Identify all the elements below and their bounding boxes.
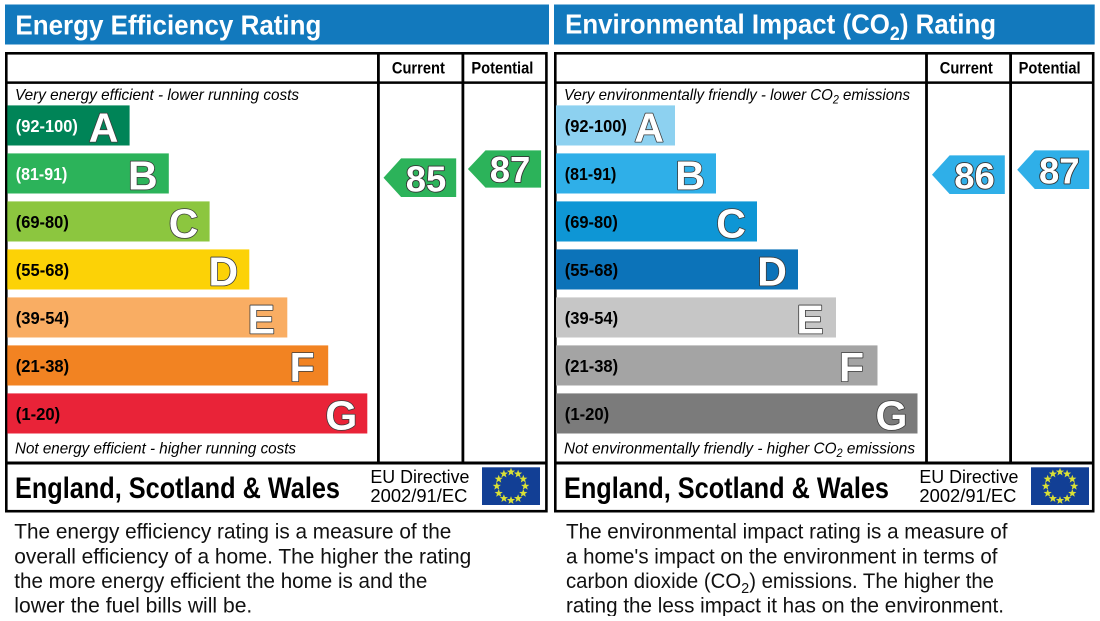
svg-text:England, Scotland & Wales: England, Scotland & Wales [564,472,889,505]
svg-text:86: 86 [954,155,995,196]
svg-text:Potential: Potential [471,59,533,77]
svg-text:(55-68): (55-68) [565,260,618,280]
svg-text:2: 2 [741,580,749,597]
svg-text:The environmental impact ratin: The environmental impact rating is a mea… [566,521,1008,544]
svg-text:A: A [634,104,664,150]
svg-text:(69-80): (69-80) [16,212,69,232]
svg-text:Current: Current [392,59,445,77]
svg-text:Potential: Potential [1019,59,1081,77]
svg-text:85: 85 [406,158,447,199]
svg-text:F: F [290,344,315,390]
svg-text:B: B [675,152,705,198]
svg-text:The energy efficiency rating i: The energy efficiency rating is a measur… [14,521,451,544]
svg-text:lower the fuel bills will be.: lower the fuel bills will be. [14,595,252,616]
svg-text:(81-91): (81-91) [565,164,617,184]
svg-text:emissions: emissions [839,87,910,104]
svg-text:2002/91/EC: 2002/91/EC [919,485,1016,506]
svg-text:G: G [876,392,908,438]
svg-text:2: 2 [832,94,840,106]
svg-text:carbon dioxide (CO: carbon dioxide (CO [566,570,741,593]
svg-text:England, Scotland & Wales: England, Scotland & Wales [15,472,340,505]
svg-text:(21-38): (21-38) [565,356,618,376]
svg-text:D: D [757,248,787,294]
svg-text:(1-20): (1-20) [16,404,60,424]
svg-text:2002/91/EC: 2002/91/EC [370,485,467,506]
svg-text:rating the less impact it has: rating the less impact it has on the env… [566,595,1004,616]
svg-text:E: E [248,296,275,342]
svg-text:(81-91): (81-91) [16,164,68,184]
svg-text:emissions: emissions [843,440,915,457]
svg-text:(1-20): (1-20) [565,404,609,424]
svg-text:(39-54): (39-54) [16,308,69,328]
svg-text:) Rating: ) Rating [900,9,996,40]
svg-text:(92-100): (92-100) [565,116,627,136]
svg-text:EU Directive: EU Directive [370,466,469,487]
svg-text:Energy Efficiency Rating: Energy Efficiency Rating [15,9,321,40]
svg-text:EU Directive: EU Directive [919,466,1018,487]
svg-text:Very environmentally friendly: Very environmentally friendly - lower CO [564,87,833,104]
svg-text:B: B [128,152,158,198]
svg-text:(39-54): (39-54) [565,308,618,328]
svg-text:(92-100): (92-100) [16,116,78,136]
svg-text:(69-80): (69-80) [565,212,618,232]
svg-text:87: 87 [490,149,531,190]
svg-text:D: D [208,248,238,294]
svg-text:the more energy efficient the: the more energy efficient the home is an… [14,570,427,593]
svg-text:overall efficiency of a home.: overall efficiency of a home. The higher… [14,545,471,568]
svg-text:2: 2 [890,24,900,45]
svg-text:Not energy efficient - higher: Not energy efficient - higher running co… [15,440,296,457]
svg-text:F: F [839,344,864,390]
svg-text:a home's impact on the environ: a home's impact on the environment in te… [566,545,998,568]
svg-text:C: C [716,200,746,246]
svg-text:87: 87 [1039,150,1080,191]
svg-text:G: G [325,392,357,438]
svg-text:) emissions. The higher the: ) emissions. The higher the [749,570,994,593]
svg-text:Environmental Impact (CO: Environmental Impact (CO [565,9,890,40]
svg-text:Not environmentally friendly -: Not environmentally friendly - higher CO [564,440,837,457]
svg-text:(21-38): (21-38) [16,356,69,376]
svg-text:Very energy efficient - lower: Very energy efficient - lower running co… [15,87,299,104]
svg-text:Current: Current [940,59,993,77]
svg-text:E: E [796,296,823,342]
svg-text:2: 2 [836,448,844,460]
svg-text:A: A [89,104,119,150]
svg-text:(55-68): (55-68) [16,260,69,280]
svg-text:C: C [169,200,199,246]
